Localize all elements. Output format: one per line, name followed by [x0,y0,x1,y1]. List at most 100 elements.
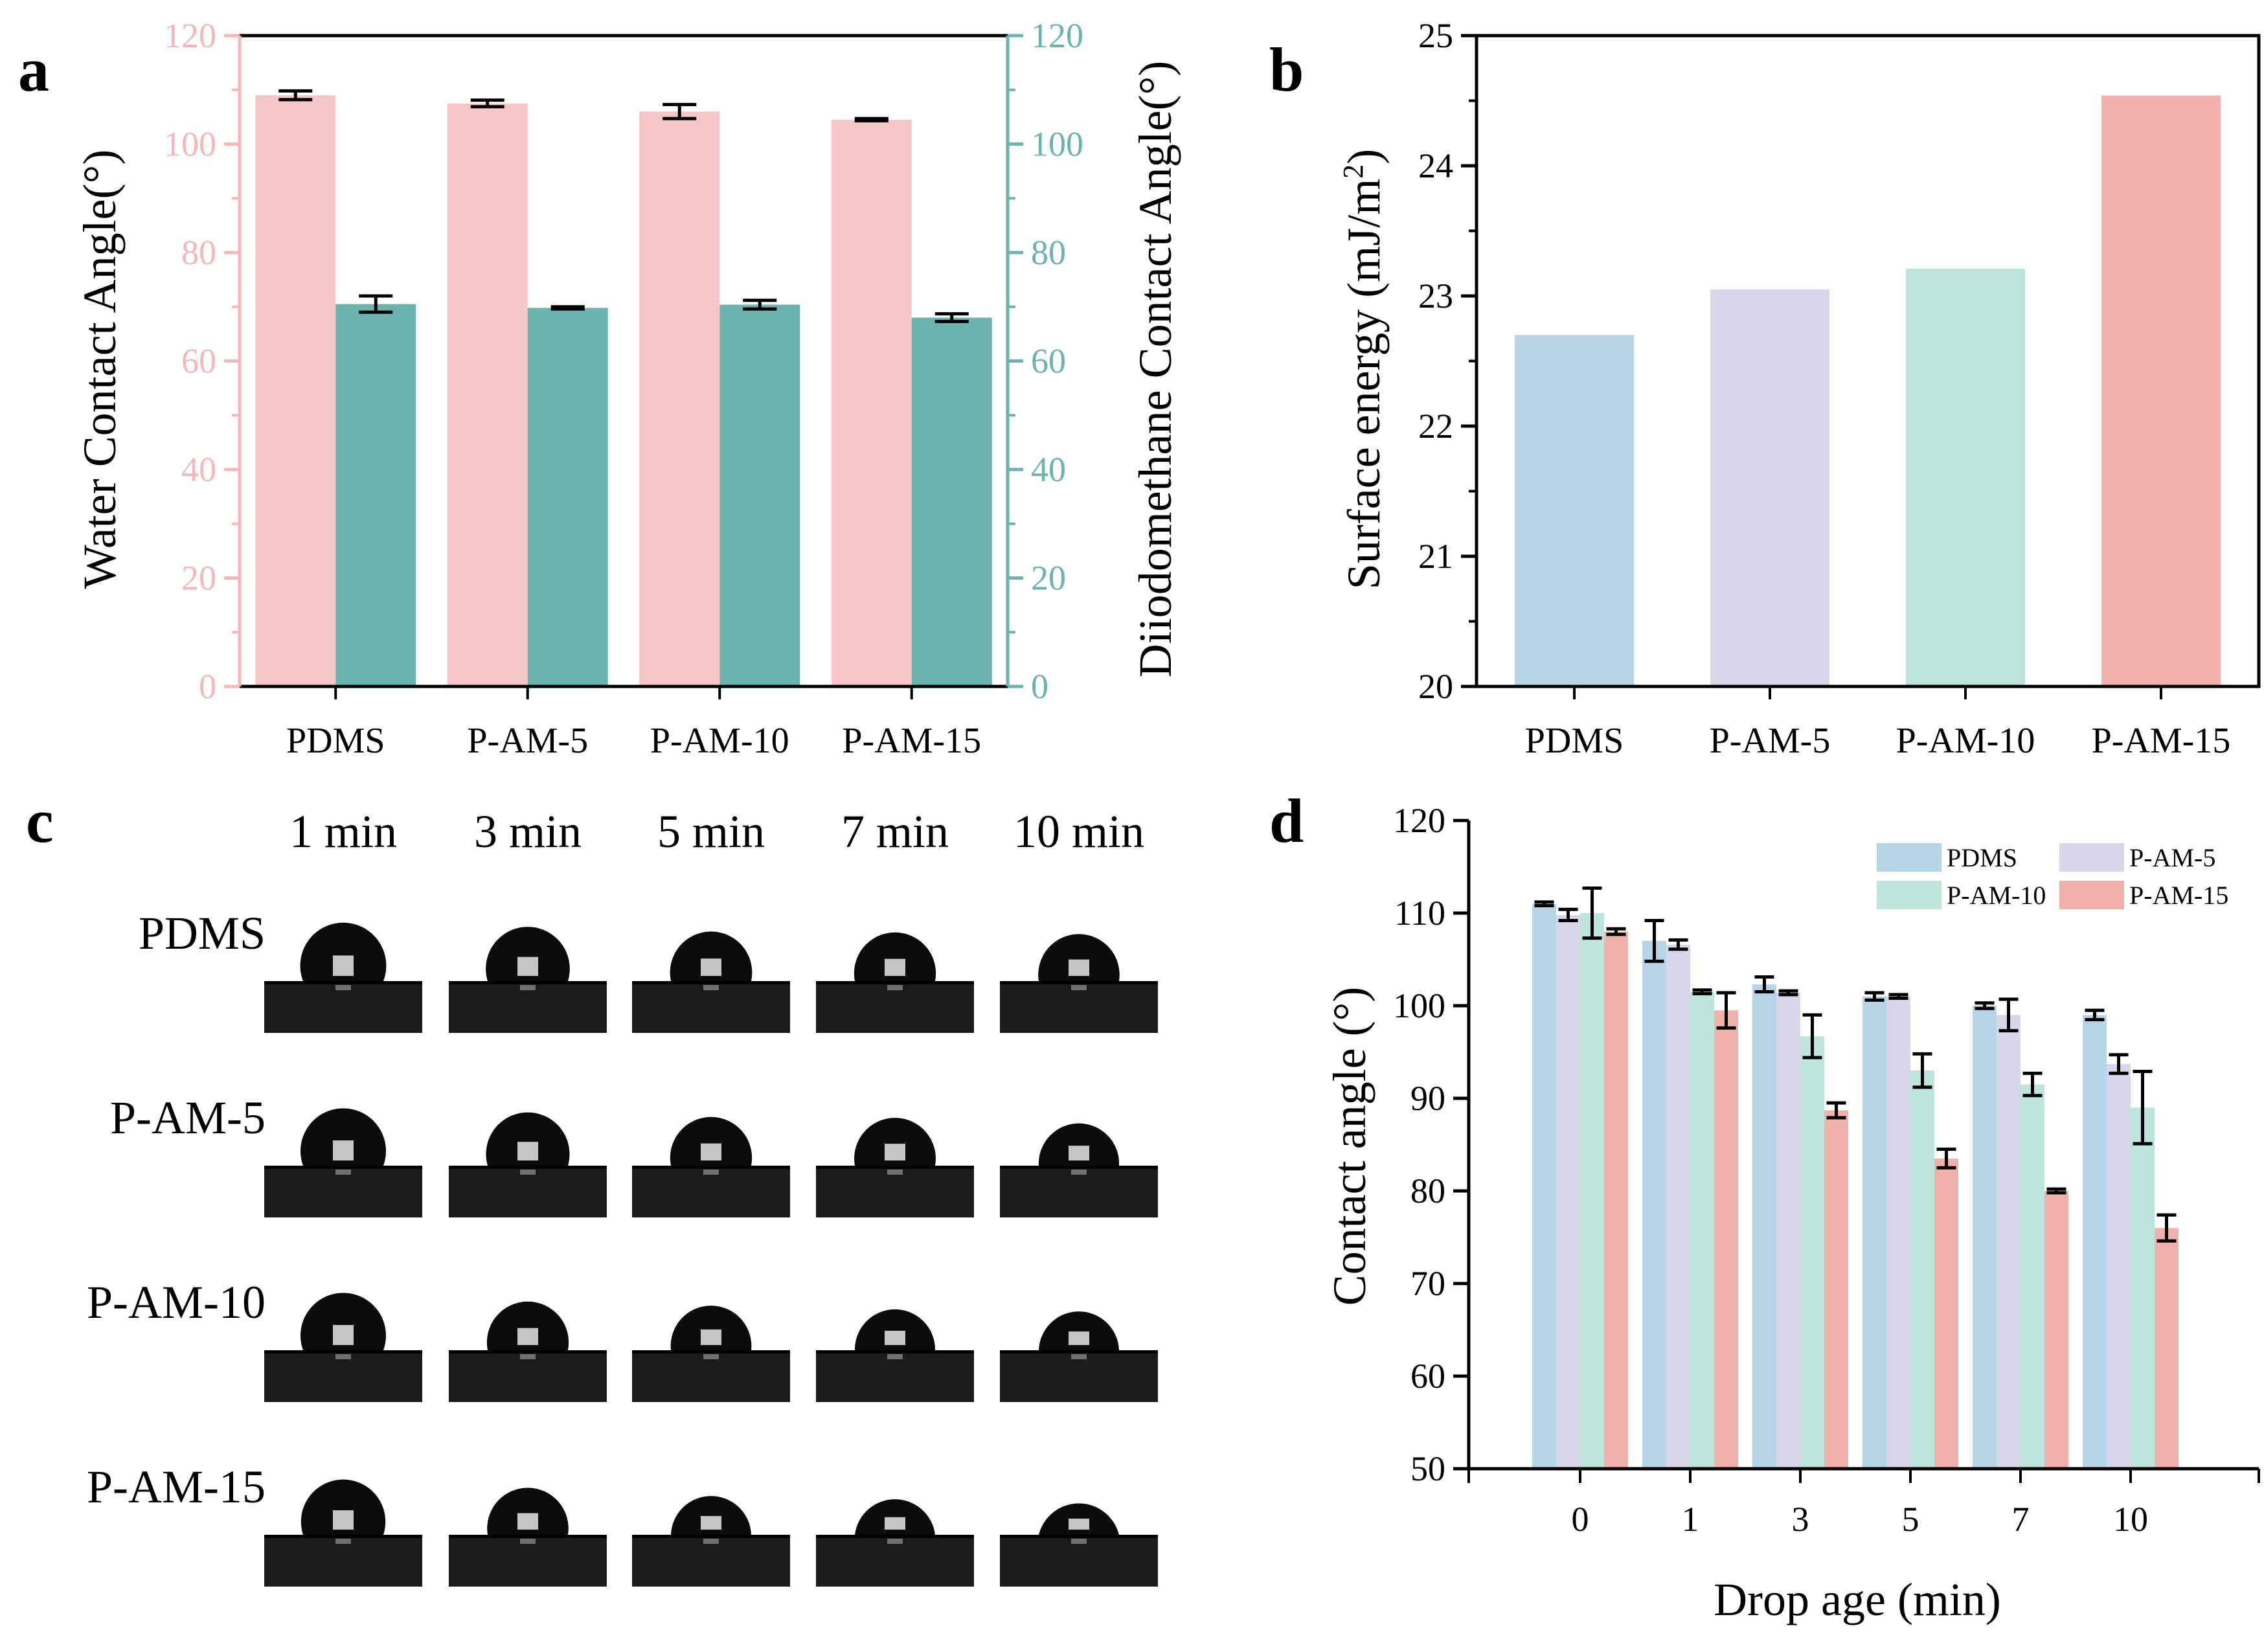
chart-d-errorbar-PDMS-7 [1975,1001,1995,1010]
droplet-reflection [1071,1170,1087,1175]
chart-a-ytick-right-label: 60 [1031,342,1066,381]
chart-d-errorbar-PDMS-0 [1534,900,1554,908]
droplet-image-grid: 1 min 3 min 5 min 7 min 10 min PDMS P-AM-5 P-AM… [87,806,1158,1587]
droplet-surface-line [1000,981,1158,984]
chart-d: 0 1 3 5 7 10 50 60 70 80 90 100 110 120 PDMS P-AM-5 P-A… [1324,801,2260,1625]
chart-d-bar-P-AM-5-0 [1556,914,1580,1469]
chart-d-legend: PDMS P-AM-5 P-AM-10 P-AM-15 [1877,843,2228,910]
chart-d-xtick-label: 10 [2113,1500,2148,1539]
droplet-highlight [885,958,905,976]
droplet-image [449,1088,607,1217]
droplet-image [1000,1273,1158,1402]
chart-d-errorbar-P-AM-5-7 [1998,997,2019,1033]
chart-d-bar-P-AM-5-3 [1776,992,1800,1469]
droplet-image [264,1088,422,1217]
chart-a-ytick-left-label: 80 [181,233,216,272]
droplet-image [632,1273,790,1402]
chart-d-axes: 0 1 3 5 7 10 50 60 70 80 90 100 110 120 [1393,801,2260,1539]
chart-a-ytick-right-label: 40 [1031,450,1066,489]
chart-d-errorbar-P-AM-10-3 [1802,1013,1822,1059]
droplet-image [816,903,974,1033]
chart-d-bar-P-AM-10-10 [2131,1107,2155,1469]
chart-b-ytick-label: 25 [1418,16,1453,55]
droplet-reflection [703,1539,719,1544]
chart-b-bar-P-AM-5 [1710,289,1829,686]
chart-d-ytick-label: 100 [1393,986,1445,1025]
chart-d-error-bars [1534,886,2177,1243]
chart-d-ytick-label: 50 [1410,1449,1445,1488]
chart-a-bar-water-PDMS [255,95,336,686]
chart-d-bar-PDMS-7 [1973,1006,1997,1469]
chart-a-errorbar-diiodomethane-PDMS [359,294,393,314]
droplet-highlight [701,958,721,976]
droplet-shape [854,1309,936,1350]
chart-a-bar-water-P-AM-15 [831,119,912,686]
chart-d-xtick-label: 7 [2012,1500,2030,1539]
chart-d-bar-P-AM-5-5 [1886,996,1910,1469]
droplet-shape [670,931,753,981]
droplet-surface-line [264,1166,422,1169]
chart-d-bar-PDMS-10 [2083,1015,2107,1469]
chart-a-xtick-label: P-AM-5 [467,721,588,761]
chart-b-bar-P-AM-15 [2101,95,2221,686]
droplet-image [816,1088,974,1217]
droplet-sample-label: P-AM-15 [87,1461,266,1513]
chart-d-legend-item: P-AM-10 [1877,881,2046,910]
droplet-reflection [887,1354,903,1359]
chart-b-ytick-label: 24 [1418,146,1453,185]
chart-a-bar-water-P-AM-5 [447,103,528,686]
chart-d-errorbar-P-AM-15-5 [1936,1148,1956,1170]
chart-d-errorbar-P-AM-15-3 [1826,1101,1846,1120]
chart-d-errorbar-P-AM-5-10 [2109,1053,2129,1075]
chart-a-ytick-left-label: 40 [181,450,216,489]
chart-a-bars [255,95,992,686]
chart-d-bar-P-AM-15-1 [1714,1010,1738,1469]
droplet-shape [486,1112,570,1166]
chart-d-xtick-label: 3 [1792,1500,1809,1539]
droplet-reflection [335,1539,351,1544]
chart-d-legend-label: P-AM-10 [1947,881,2046,910]
chart-d-errorbar-P-AM-5-1 [1668,938,1688,951]
chart-a: PDMS P-AM-5 P-AM-10 P-AM-15 0 0 20 20 40 40 60 60 80… [74,16,1181,761]
droplet-surface-line [264,1350,422,1353]
chart-a-error-bars [278,89,969,323]
droplet-time-label: 7 min [841,806,949,857]
chart-d-bar-PDMS-3 [1752,984,1776,1469]
chart-a-xtick-label: PDMS [286,721,385,761]
droplet-reflection [1071,985,1087,990]
droplet-shape [670,1306,752,1350]
chart-a-ytick-left-label: 20 [181,559,216,598]
droplet-shape [300,1108,386,1166]
droplet-shape [300,1479,386,1535]
droplet-sample-label: PDMS [139,907,266,959]
droplet-surface-line [449,1535,607,1538]
chart-a-errorbar-water-P-AM-15 [854,117,889,122]
chart-d-xtick-label: 1 [1682,1500,1699,1539]
droplet-reflection [520,1170,536,1175]
chart-d-ytick-label: 110 [1394,894,1445,933]
chart-b-ytick-label: 21 [1418,537,1453,576]
droplet-shape [671,1496,751,1535]
droplet-reflection [703,1170,719,1175]
chart-a-ytick-right-label: 100 [1031,125,1083,164]
droplet-image [632,1088,790,1217]
droplet-image [449,903,607,1033]
droplet-highlight [1069,1146,1089,1160]
chart-d-bar-P-AM-10-0 [1580,913,1604,1469]
droplet-image [632,903,790,1033]
droplet-surface-line [632,1166,790,1169]
chart-d-bar-P-AM-10-7 [2021,1084,2044,1469]
chart-a-ytick-left-label: 100 [164,125,216,164]
chart-d-errorbar-P-AM-10-5 [1912,1052,1932,1089]
droplet-shape [300,1293,386,1350]
chart-a-axes: PDMS P-AM-5 P-AM-10 P-AM-15 0 0 20 20 40 40 60 60 80… [164,16,1083,761]
chart-b-ytick-label: 23 [1418,277,1453,315]
droplet-highlight [517,956,538,976]
chart-d-bar-P-AM-10-1 [1690,991,1714,1469]
chart-b-ytick-label: 20 [1418,667,1453,706]
chart-b-xtick-label: P-AM-5 [1710,721,1831,761]
chart-b-ylabel-sup: 2 [1337,164,1369,179]
droplet-surface-line [449,1166,607,1169]
chart-d-bar-P-AM-15-10 [2155,1228,2179,1469]
droplet-surface-line [632,981,790,984]
